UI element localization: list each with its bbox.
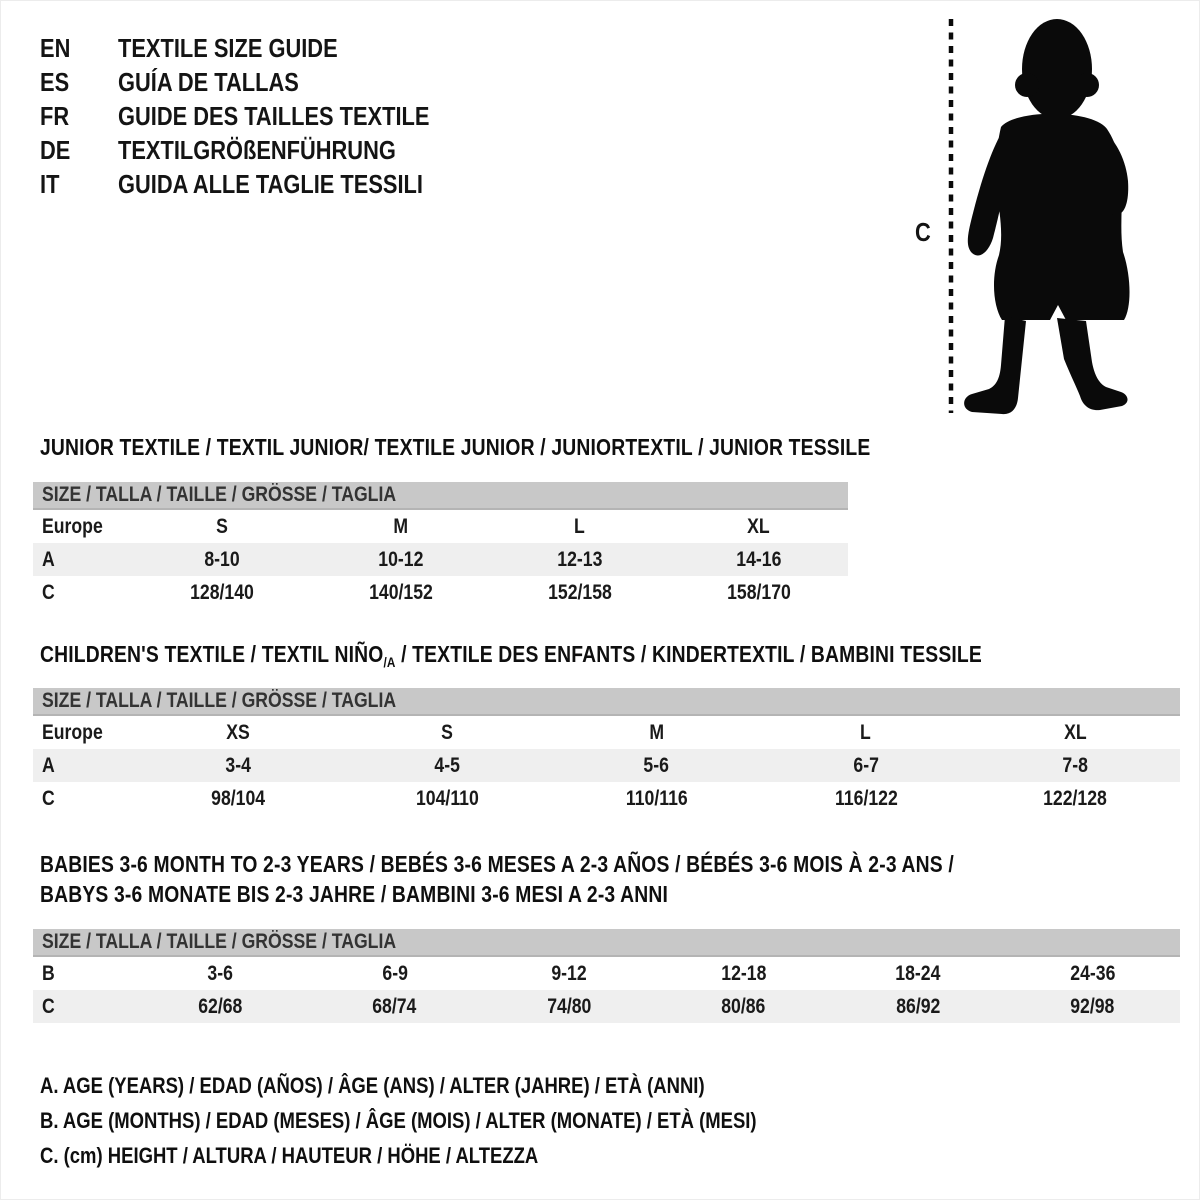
height-cell: 80/86 [721, 994, 766, 1018]
age-cell: 3-4 [224, 753, 251, 777]
size-cell: S [216, 514, 229, 538]
children-table-header-bar: SIZE / TALLA / TAILLE / GRÖSSE / TAGLIA [33, 688, 1180, 716]
junior-table-header-bar: SIZE / TALLA / TAILLE / GRÖSSE / TAGLIA [33, 482, 848, 510]
height-cell: 68/74 [372, 994, 417, 1018]
age-cell: 12-13 [557, 547, 603, 571]
guide-title-es: GUÍA DE TALLAS [118, 66, 299, 97]
babies-section-title-line1: BABIES 3-6 MONTH TO 2-3 YEARS / BEBÉS 3-… [40, 851, 954, 877]
junior-size-table: SIZE / TALLA / TAILLE / GRÖSSE / TAGLIA … [33, 482, 848, 609]
legend-age-months: B. AGE (MONTHS) / EDAD (MESES) / ÂGE (MO… [40, 1108, 757, 1133]
babies-size-table: SIZE / TALLA / TAILLE / GRÖSSE / TAGLIA … [33, 929, 1180, 1023]
row-label: C [42, 786, 55, 810]
junior-row-europe: Europe S M L XL [33, 510, 848, 543]
row-label: C [42, 994, 55, 1018]
babies-table-header-bar: SIZE / TALLA / TAILLE / GRÖSSE / TAGLIA [33, 929, 1180, 957]
babies-row-height-cm: C 62/68 68/74 74/80 80/86 86/92 92/98 [33, 990, 1180, 1023]
toddler-silhouette-shape [964, 19, 1130, 415]
children-section-title: CHILDREN'S TEXTILE / TEXTIL NIÑO/A / TEX… [40, 641, 982, 670]
size-cell: L [574, 514, 586, 538]
size-cell: M [649, 720, 664, 744]
age-cell: 3-6 [207, 961, 233, 985]
height-cell: 158/170 [726, 580, 791, 604]
language-row-it: IT GUIDA ALLE TAGLIE TESSILI [40, 167, 489, 201]
height-cell: 104/110 [415, 786, 479, 810]
size-cell: M [393, 514, 409, 538]
toddler-silhouette-icon [948, 19, 1130, 415]
age-cell: 12-18 [721, 961, 767, 985]
language-code: ES [40, 66, 70, 97]
junior-row-age-years: A 8-10 10-12 12-13 14-16 [33, 543, 848, 576]
age-cell: 24-36 [1070, 961, 1116, 985]
height-cell: 152/158 [547, 580, 612, 604]
junior-section-title: JUNIOR TEXTILE / TEXTIL JUNIOR/ TEXTILE … [40, 434, 871, 460]
language-code: IT [40, 168, 60, 199]
children-row-height-cm: C 98/104 104/110 110/116 116/122 122/128 [33, 782, 1180, 815]
size-cell: XS [225, 720, 250, 744]
height-cell: 116/122 [834, 786, 898, 810]
row-label: C [42, 580, 55, 604]
nino-a-subscript: /A [383, 654, 396, 670]
size-header-label: SIZE / TALLA / TAILLE / GRÖSSE / TAGLIA [42, 930, 397, 953]
height-cell: 62/68 [198, 994, 243, 1018]
row-label: A [42, 547, 55, 571]
size-cell: XL [1064, 720, 1087, 744]
guide-title-fr: GUIDE DES TAILLES TEXTILE [118, 100, 430, 131]
height-cell: 98/104 [210, 786, 265, 810]
size-cell: S [441, 720, 453, 744]
language-row-fr: FR GUIDE DES TAILLES TEXTILE [40, 99, 489, 133]
legend-height-cm: C. (cm) HEIGHT / ALTURA / HAUTEUR / HÖHE… [40, 1143, 539, 1168]
language-row-es: ES GUÍA DE TALLAS [40, 65, 489, 99]
language-title-list: EN TEXTILE SIZE GUIDE ES GUÍA DE TALLAS … [40, 31, 489, 201]
guide-title-de: TEXTILGRÖßENFÜHRUNG [118, 134, 396, 165]
height-cell: 140/152 [369, 580, 434, 604]
guide-title-it: GUIDA ALLE TAGLIE TESSILI [118, 168, 423, 199]
children-row-europe: Europe XS S M L XL [33, 716, 1180, 749]
age-cell: 8-10 [204, 547, 241, 571]
height-cell: 86/92 [896, 994, 941, 1018]
language-code: DE [40, 134, 71, 165]
language-row-de: DE TEXTILGRÖßENFÜHRUNG [40, 133, 489, 167]
age-cell: 14-16 [736, 547, 782, 571]
height-cell: 128/140 [190, 580, 255, 604]
height-cell: 110/116 [625, 786, 688, 810]
junior-row-height-cm: C 128/140 140/152 152/158 158/170 [33, 576, 848, 609]
language-code: FR [40, 100, 70, 131]
age-cell: 4-5 [434, 753, 460, 777]
age-cell: 7-8 [1062, 753, 1089, 777]
babies-row-age-months: B 3-6 6-9 9-12 12-18 18-24 24-36 [33, 957, 1180, 990]
babies-section-title-line2: BABYS 3-6 MONATE BIS 2-3 JAHRE / BAMBINI… [40, 881, 669, 907]
children-size-table: SIZE / TALLA / TAILLE / GRÖSSE / TAGLIA … [33, 688, 1180, 815]
row-label: Europe [42, 514, 103, 538]
language-row-en: EN TEXTILE SIZE GUIDE [40, 31, 489, 65]
age-cell: 10-12 [378, 547, 424, 571]
guide-title-en: TEXTILE SIZE GUIDE [118, 32, 338, 63]
age-cell: 6-9 [381, 961, 408, 985]
row-label: Europe [42, 720, 103, 744]
height-cell: 74/80 [547, 994, 592, 1018]
size-cell: L [860, 720, 872, 744]
legend-age-years: A. AGE (YEARS) / EDAD (AÑOS) / ÂGE (ANS)… [40, 1073, 705, 1098]
height-cell: 122/128 [1043, 786, 1108, 810]
age-cell: 9-12 [551, 961, 587, 985]
age-cell: 5-6 [643, 753, 670, 777]
row-label: B [42, 961, 55, 985]
age-cell: 6-7 [853, 753, 879, 777]
children-row-age-years: A 3-4 4-5 5-6 6-7 7-8 [33, 749, 1180, 782]
size-header-label: SIZE / TALLA / TAILLE / GRÖSSE / TAGLIA [42, 483, 397, 506]
size-header-label: SIZE / TALLA / TAILLE / GRÖSSE / TAGLIA [42, 689, 397, 712]
language-code: EN [40, 32, 71, 63]
height-cell: 92/98 [1070, 994, 1115, 1018]
size-cell: XL [747, 514, 770, 538]
age-cell: 18-24 [895, 961, 941, 985]
row-label: A [42, 753, 55, 777]
height-measure-label: C [915, 217, 931, 247]
